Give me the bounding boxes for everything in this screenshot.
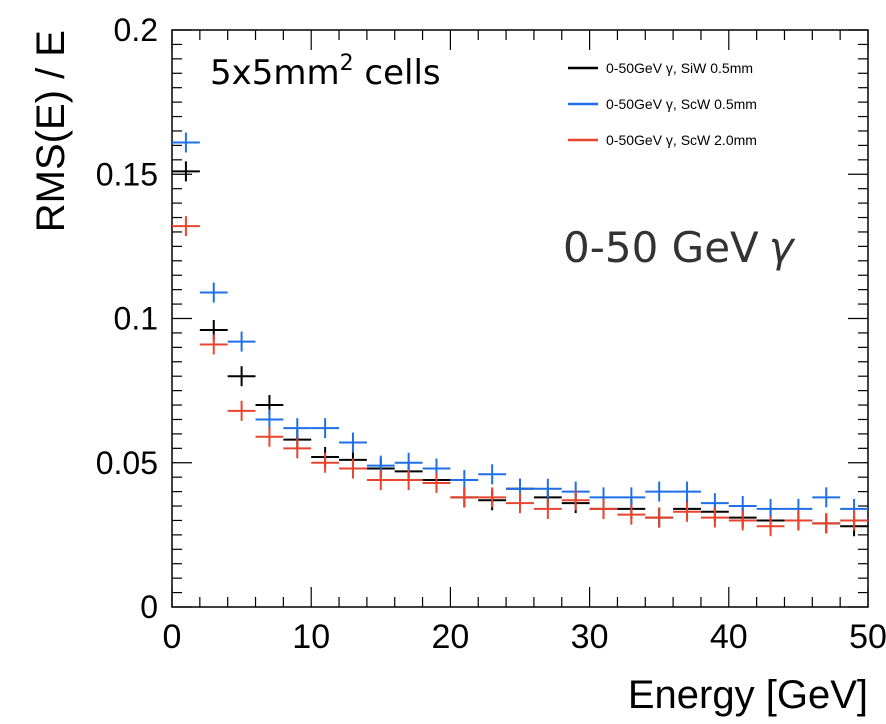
data-point xyxy=(617,504,646,525)
series-2 xyxy=(172,132,868,519)
energy-annotation-main: 0-50 GeV xyxy=(563,223,759,272)
data-point xyxy=(506,493,534,514)
data-point xyxy=(478,464,507,485)
cells-annotation-main: 5x5mm xyxy=(210,53,340,93)
y-axis-title: RMS(E) / E xyxy=(29,30,73,232)
energy-annotation-symbol: γ xyxy=(769,223,796,272)
data-point xyxy=(255,409,284,430)
data-point xyxy=(617,487,646,508)
data-point xyxy=(589,498,618,519)
data-point xyxy=(478,487,507,508)
legend-label: 0-50GeV γ, ScW 2.0mm xyxy=(606,132,757,148)
y-tick-label: 0.1 xyxy=(114,301,158,337)
data-point xyxy=(561,490,590,511)
data-point xyxy=(172,132,200,153)
data-point xyxy=(700,507,729,528)
data-point xyxy=(645,481,674,502)
data-point xyxy=(394,452,423,473)
data-point xyxy=(283,418,312,439)
data-point xyxy=(533,498,562,519)
data-point xyxy=(756,498,785,519)
x-tick-label: 20 xyxy=(431,618,469,656)
x-tick-label: 30 xyxy=(571,618,609,656)
x-tick-label: 40 xyxy=(710,618,748,656)
legend-label: 0-50GeV γ, ScW 0.5mm xyxy=(606,96,757,112)
y-tick-label: 0.15 xyxy=(96,156,158,192)
x-axis-title: Energy [GeV] xyxy=(628,673,868,717)
data-point xyxy=(339,458,367,479)
data-point xyxy=(728,510,757,531)
data-point xyxy=(366,470,395,491)
data-point xyxy=(283,438,312,459)
cells-annotation: 5x5mm2 cells xyxy=(210,51,441,93)
energy-annotation: 0-50 GeV γ xyxy=(563,223,796,272)
cells-annotation-sup: 2 xyxy=(340,51,354,76)
data-point xyxy=(227,366,256,387)
data-point xyxy=(255,426,284,447)
data-point xyxy=(311,452,340,473)
x-tick-label: 0 xyxy=(163,618,182,656)
data-point xyxy=(812,513,841,534)
data-point xyxy=(840,510,868,531)
data-point xyxy=(339,432,367,453)
data-point xyxy=(311,418,340,439)
data-point xyxy=(450,487,479,508)
data-point xyxy=(227,400,256,421)
x-tick-label: 10 xyxy=(292,618,330,656)
data-point xyxy=(422,472,451,493)
data-point xyxy=(784,510,813,531)
data-point xyxy=(673,481,701,502)
data-point xyxy=(533,478,562,499)
data-point xyxy=(199,282,228,303)
y-tick-label: 0 xyxy=(140,589,158,625)
data-point xyxy=(172,216,200,237)
y-tick-label: 0.05 xyxy=(96,445,158,481)
axes: 0 10 20 30 40 50 0 0.05 0.1 0.15 0.2 Energy [GeV] RM… xyxy=(29,12,886,717)
legend: 0-50GeV γ, SiW 0.5mm 0-50GeV γ, ScW 0.5mm… xyxy=(568,60,757,148)
data-point xyxy=(812,487,841,508)
data-point xyxy=(394,470,423,491)
data-point xyxy=(673,501,701,522)
legend-label: 0-50GeV γ, SiW 0.5mm xyxy=(606,60,753,76)
annotations: 5x5mm2 cells 0-50 GeV γ xyxy=(210,51,796,272)
cells-annotation-suffix: cells xyxy=(354,53,441,93)
series-3 xyxy=(172,216,868,537)
data-point xyxy=(199,334,228,355)
data-point xyxy=(756,516,785,537)
x-tick-label: 50 xyxy=(849,618,886,656)
data-points xyxy=(172,132,868,537)
data-point xyxy=(172,161,200,182)
data-point xyxy=(450,470,479,491)
data-point xyxy=(227,331,256,352)
y-tick-label: 0.2 xyxy=(114,12,158,48)
data-point xyxy=(645,507,674,528)
